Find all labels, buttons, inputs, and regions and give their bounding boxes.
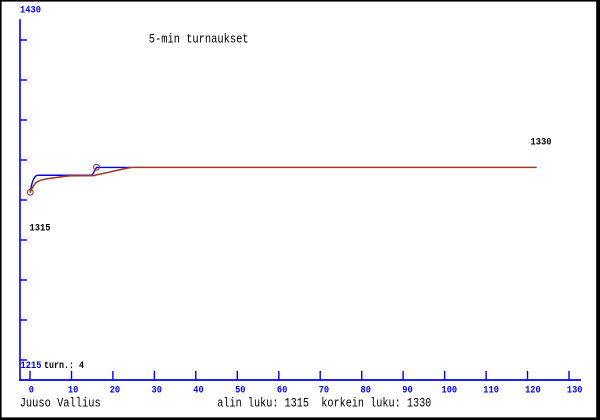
svg-text:alin luku: 1315 korkein luku:: alin luku: 1315 korkein luku: 1330 xyxy=(217,396,431,411)
svg-text:1330: 1330 xyxy=(531,136,552,148)
svg-text:70: 70 xyxy=(319,384,329,396)
svg-text:120: 120 xyxy=(525,384,541,396)
svg-text:30: 30 xyxy=(152,384,162,396)
svg-text:130: 130 xyxy=(567,384,583,396)
svg-text:1315: 1315 xyxy=(30,222,51,234)
svg-text:1430: 1430 xyxy=(20,5,41,17)
svg-text:110: 110 xyxy=(483,384,499,396)
svg-text:5-min turnaukset: 5-min turnaukset xyxy=(149,32,249,47)
svg-text:100: 100 xyxy=(442,384,458,396)
svg-text:60: 60 xyxy=(277,384,287,396)
svg-text:1215: 1215 xyxy=(21,360,42,372)
svg-text:80: 80 xyxy=(361,384,371,396)
svg-text:Juuso Vallius: Juuso Vallius xyxy=(20,396,101,411)
svg-text:0: 0 xyxy=(29,384,34,396)
svg-text:40: 40 xyxy=(193,384,203,396)
svg-text:90: 90 xyxy=(402,384,412,396)
svg-text:20: 20 xyxy=(110,384,120,396)
svg-text:50: 50 xyxy=(235,384,245,396)
svg-text:turn.: 4: turn.: 4 xyxy=(44,360,84,372)
svg-text:10: 10 xyxy=(68,384,78,396)
